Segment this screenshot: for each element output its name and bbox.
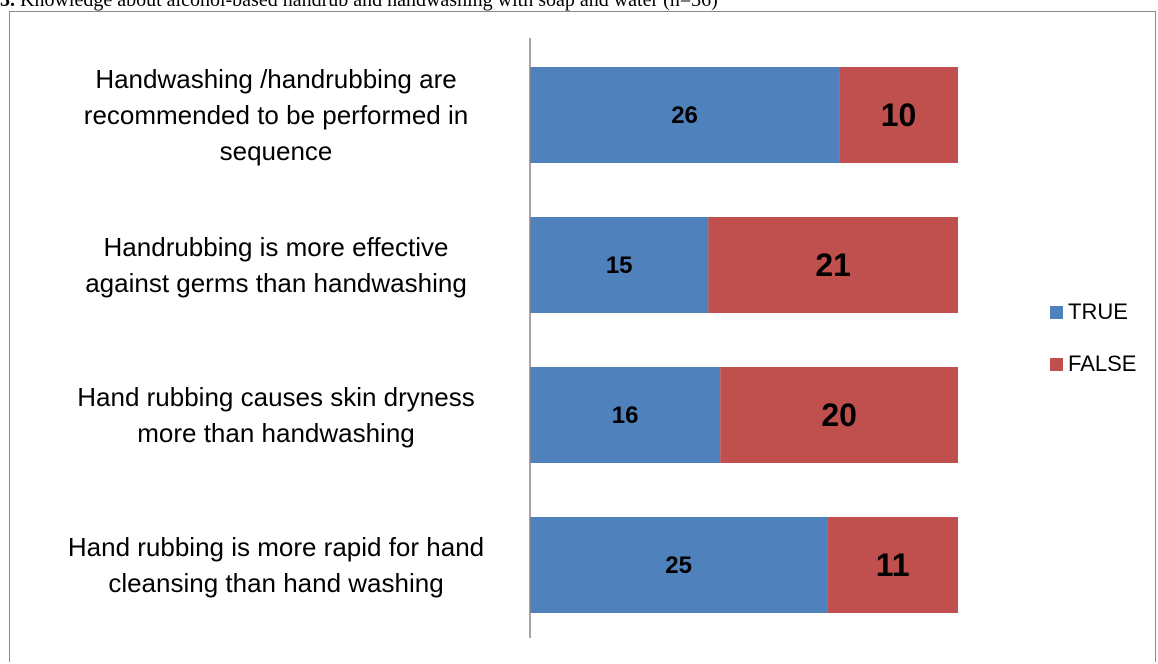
chart-frame bbox=[9, 11, 1156, 662]
category-label-line: against germs than handwashing bbox=[85, 268, 467, 298]
legend-swatch-false bbox=[1050, 358, 1063, 371]
category-label: Handrubbing is more effective against ger… bbox=[85, 232, 467, 298]
bar-false bbox=[720, 367, 958, 463]
category-label-line: Handrubbing is more effective bbox=[104, 232, 449, 262]
category-label-line: Hand rubbing is more rapid for hand bbox=[68, 532, 484, 562]
legend-label-false: FALSE bbox=[1068, 351, 1136, 376]
figure-number: 3. bbox=[0, 0, 15, 11]
data-label: 21 bbox=[815, 247, 851, 283]
category-label: Handwashing /handrubbing are recommended … bbox=[84, 64, 468, 166]
data-label: 26 bbox=[671, 102, 698, 129]
bar-true bbox=[530, 517, 828, 613]
data-label: 20 bbox=[821, 397, 857, 433]
category-label: Hand rubbing is more rapid for hand clean… bbox=[68, 532, 484, 598]
figure-caption: 3. Knowledge about alcohol-based handrub… bbox=[0, 0, 1158, 11]
data-label: 10 bbox=[881, 97, 917, 133]
data-label: 16 bbox=[612, 402, 639, 429]
legend-swatch-true bbox=[1050, 306, 1063, 319]
data-label: 15 bbox=[606, 252, 633, 279]
data-label: 25 bbox=[665, 552, 692, 579]
category-label-line: Handwashing /handrubbing are bbox=[95, 64, 456, 94]
category-label: Hand rubbing causes skin dryness more tha… bbox=[77, 382, 474, 448]
category-label-line: cleansing than hand washing bbox=[108, 568, 443, 598]
data-label: 11 bbox=[876, 547, 910, 583]
bar-false bbox=[827, 517, 958, 613]
bar-false bbox=[839, 67, 958, 163]
category-label-line: more than handwashing bbox=[137, 418, 415, 448]
category-label-line: recommended to be performed in bbox=[84, 100, 468, 130]
figure-caption-text: Knowledge about alcohol-based handrub an… bbox=[15, 0, 718, 11]
bar-true bbox=[530, 67, 840, 163]
bar-true bbox=[530, 217, 709, 313]
legend-label-true: TRUE bbox=[1068, 299, 1128, 324]
category-label-line: Hand rubbing causes skin dryness bbox=[77, 382, 474, 412]
bar-true bbox=[530, 367, 721, 463]
bar-false bbox=[708, 217, 958, 313]
category-label-line: sequence bbox=[220, 136, 333, 166]
